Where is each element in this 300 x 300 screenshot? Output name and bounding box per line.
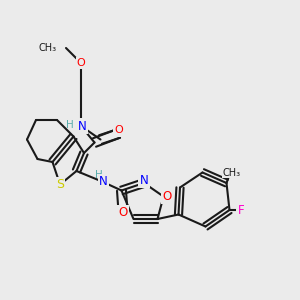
Text: O: O bbox=[118, 206, 127, 220]
Text: O: O bbox=[76, 58, 85, 68]
Text: S: S bbox=[56, 178, 64, 191]
Text: N: N bbox=[140, 174, 148, 187]
Text: N: N bbox=[99, 175, 108, 188]
Text: CH₃: CH₃ bbox=[223, 167, 241, 178]
Text: H: H bbox=[95, 170, 103, 180]
Text: O: O bbox=[114, 125, 123, 136]
Text: N: N bbox=[78, 119, 87, 133]
Text: CH₃: CH₃ bbox=[39, 43, 57, 53]
Text: O: O bbox=[162, 190, 171, 203]
Text: F: F bbox=[238, 203, 244, 217]
Text: H: H bbox=[66, 119, 74, 130]
